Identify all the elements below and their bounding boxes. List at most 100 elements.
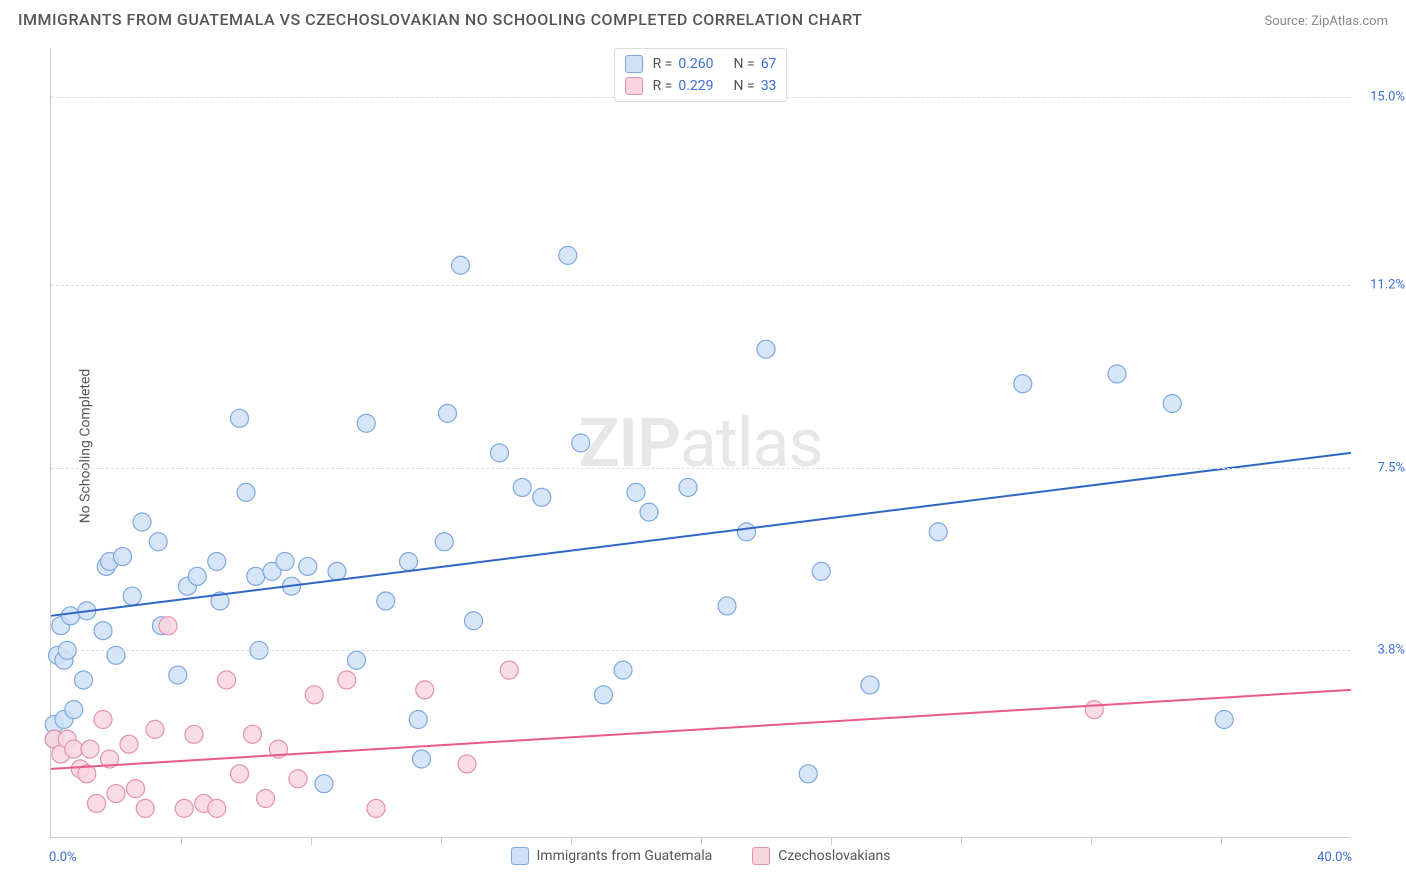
scatter-point — [289, 770, 307, 788]
scatter-point — [62, 607, 80, 625]
scatter-point — [452, 256, 470, 274]
scatter-point — [757, 340, 775, 358]
legend-top-row-1: R = 0.229 N = 33 — [625, 75, 777, 97]
scatter-point — [75, 671, 93, 689]
legend-bottom-label-0: Immigrants from Guatemala — [537, 848, 713, 864]
n-value-0: 67 — [761, 56, 777, 72]
scatter-point — [738, 523, 756, 541]
scatter-point — [458, 755, 476, 773]
chart-container: IMMIGRANTS FROM GUATEMALA VS CZECHOSLOVA… — [0, 0, 1406, 892]
legend-bottom: Immigrants from Guatemala Czechoslovakia… — [511, 847, 891, 865]
y-tick-label: 7.5% — [1377, 460, 1405, 475]
scatter-point — [1108, 365, 1126, 383]
x-tick — [1221, 837, 1222, 845]
gridline — [51, 650, 1350, 651]
scatter-point — [400, 553, 418, 571]
r-label: R = — [653, 56, 673, 72]
scatter-point — [169, 666, 187, 684]
scatter-point — [1215, 711, 1233, 729]
scatter-point — [149, 533, 167, 551]
scatter-point — [231, 409, 249, 427]
scatter-point — [208, 799, 226, 817]
scatter-point — [65, 701, 83, 719]
scatter-point — [1163, 395, 1181, 413]
scatter-point — [247, 567, 265, 585]
gridline — [51, 285, 1350, 286]
legend-bottom-label-1: Czechoslovakians — [778, 848, 890, 864]
plot-area: ZIPatlas 3.8%7.5%11.2%15.0% R = 0.260 N … — [50, 48, 1350, 838]
scatter-point — [348, 651, 366, 669]
legend-top: R = 0.260 N = 67 R = 0.229 N = 33 — [614, 48, 788, 102]
scatter-point — [679, 478, 697, 496]
legend-swatch-0 — [625, 55, 643, 73]
scatter-point — [208, 553, 226, 571]
scatter-point — [305, 686, 323, 704]
y-tick-label: 15.0% — [1370, 90, 1405, 105]
scatter-point — [595, 686, 613, 704]
scatter-point — [413, 750, 431, 768]
scatter-point — [94, 711, 112, 729]
n-label: N = — [734, 78, 755, 94]
scatter-point — [627, 483, 645, 501]
scatter-point — [500, 661, 518, 679]
y-tick-label: 11.2% — [1370, 278, 1405, 293]
x-tick — [961, 837, 962, 845]
chart-header: IMMIGRANTS FROM GUATEMALA VS CZECHOSLOVA… — [18, 10, 1388, 29]
scatter-point — [120, 735, 138, 753]
scatter-point — [107, 646, 125, 664]
scatter-point — [533, 488, 551, 506]
scatter-point — [276, 553, 294, 571]
x-tick — [441, 837, 442, 845]
scatter-point — [299, 557, 317, 575]
scatter-point — [338, 671, 356, 689]
scatter-point — [315, 775, 333, 793]
scatter-point — [175, 799, 193, 817]
scatter-point — [491, 444, 509, 462]
scatter-point — [409, 711, 427, 729]
scatter-point — [799, 765, 817, 783]
x-max-label: 40.0% — [1317, 850, 1352, 865]
scatter-point — [244, 725, 262, 743]
scatter-point — [357, 414, 375, 432]
r-label: R = — [653, 78, 673, 94]
scatter-point — [435, 533, 453, 551]
scatter-point — [861, 676, 879, 694]
r-value-1: 0.229 — [678, 78, 713, 94]
regression-line — [51, 453, 1351, 616]
legend-top-row-0: R = 0.260 N = 67 — [625, 53, 777, 75]
scatter-point — [1014, 375, 1032, 393]
x-min-label: 0.0% — [49, 850, 77, 865]
scatter-point — [1085, 701, 1103, 719]
scatter-point — [65, 740, 83, 758]
scatter-point — [159, 617, 177, 635]
r-value-0: 0.260 — [678, 56, 713, 72]
scatter-point — [231, 765, 249, 783]
scatter-point — [718, 597, 736, 615]
x-tick — [571, 837, 572, 845]
legend-bottom-item-1: Czechoslovakians — [752, 847, 890, 865]
legend-swatch-1 — [625, 77, 643, 95]
scatter-point — [188, 567, 206, 585]
scatter-point — [123, 587, 141, 605]
y-tick-label: 3.8% — [1377, 643, 1405, 658]
scatter-point — [257, 790, 275, 808]
scatter-point — [572, 434, 590, 452]
scatter-point — [146, 720, 164, 738]
scatter-point — [114, 548, 132, 566]
x-tick — [701, 837, 702, 845]
scatter-point — [465, 612, 483, 630]
legend-bottom-swatch-0 — [511, 847, 529, 865]
x-tick — [1091, 837, 1092, 845]
x-tick — [311, 837, 312, 845]
scatter-point — [812, 562, 830, 580]
scatter-point — [136, 799, 154, 817]
scatter-point — [185, 725, 203, 743]
scatter-svg — [51, 48, 1350, 837]
scatter-point — [439, 404, 457, 422]
scatter-point — [377, 592, 395, 610]
x-tick — [831, 837, 832, 845]
legend-bottom-swatch-1 — [752, 847, 770, 865]
x-tick — [181, 837, 182, 845]
scatter-point — [88, 794, 106, 812]
scatter-point — [328, 562, 346, 580]
